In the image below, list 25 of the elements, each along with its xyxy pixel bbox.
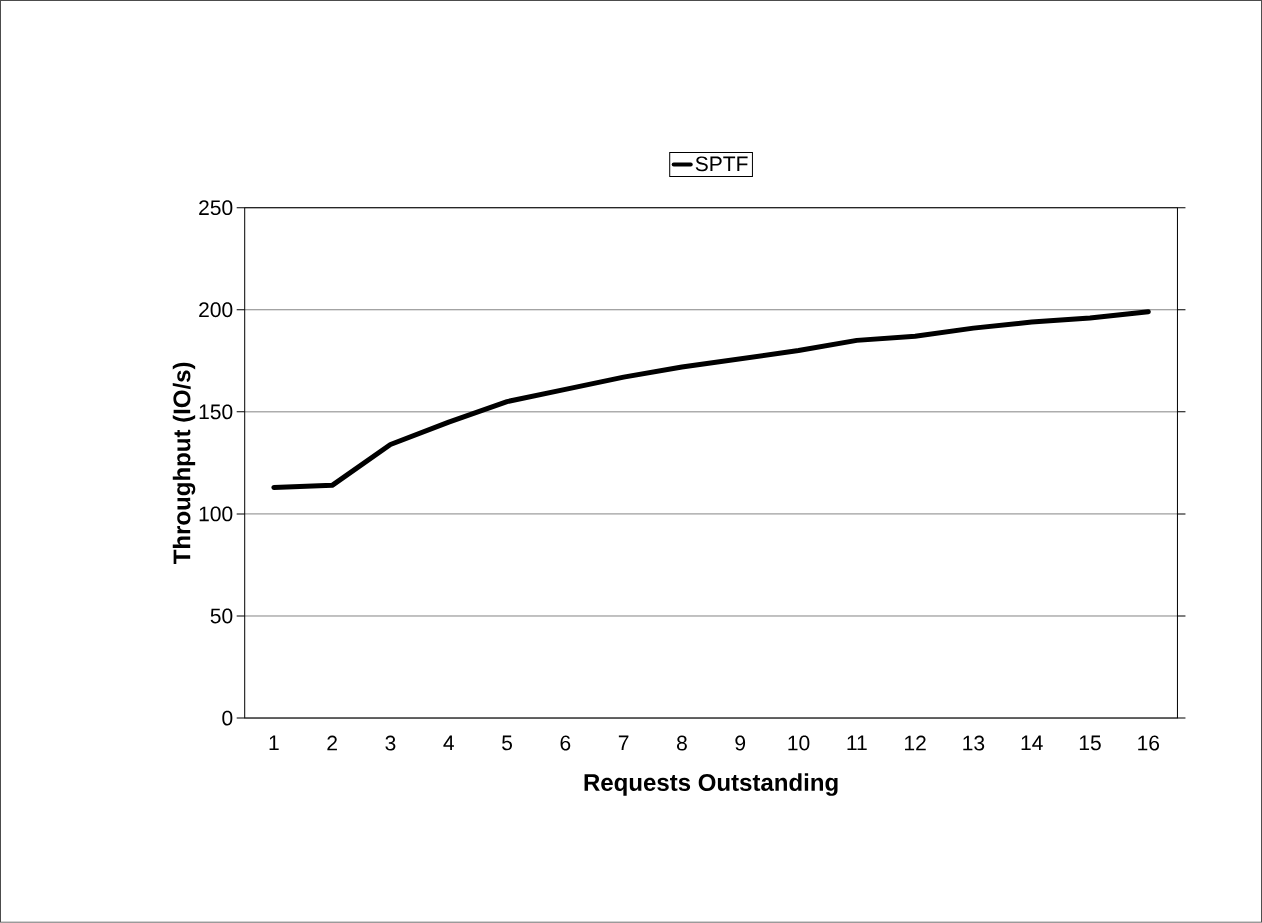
y-tick-label: 200 xyxy=(199,302,233,318)
legend-label: SPTF xyxy=(695,156,748,172)
x-tick-label: 15 xyxy=(1079,735,1101,751)
x-tick-label: 16 xyxy=(1138,735,1160,751)
x-tick-label: 14 xyxy=(1021,735,1043,751)
x-tick-label: 1 xyxy=(269,735,279,751)
y-tick-label: 0 xyxy=(222,710,233,726)
x-tick-label: 13 xyxy=(963,735,985,751)
y-tick-label: 250 xyxy=(199,200,233,216)
y-tick-label: 150 xyxy=(199,404,233,420)
x-tick-label: 4 xyxy=(443,735,454,751)
x-tick-label: 7 xyxy=(618,735,629,751)
x-tick-label: 9 xyxy=(735,735,746,751)
x-tick-label: 2 xyxy=(327,735,337,751)
x-tick-label: 5 xyxy=(502,735,512,751)
y-tick-label: 50 xyxy=(210,608,233,624)
x-axis-title: Requests Outstanding xyxy=(584,773,838,796)
x-tick-label: 12 xyxy=(905,735,926,751)
x-tick-label: 6 xyxy=(560,735,571,751)
x-tick-label: 10 xyxy=(788,735,810,751)
x-tick-label: 8 xyxy=(676,735,687,751)
y-tick-label: 100 xyxy=(199,506,233,522)
y-axis-title: Throughput (IO/s) xyxy=(172,362,196,565)
x-tick-label: 11 xyxy=(847,735,867,751)
x-tick-label: 3 xyxy=(385,735,396,751)
